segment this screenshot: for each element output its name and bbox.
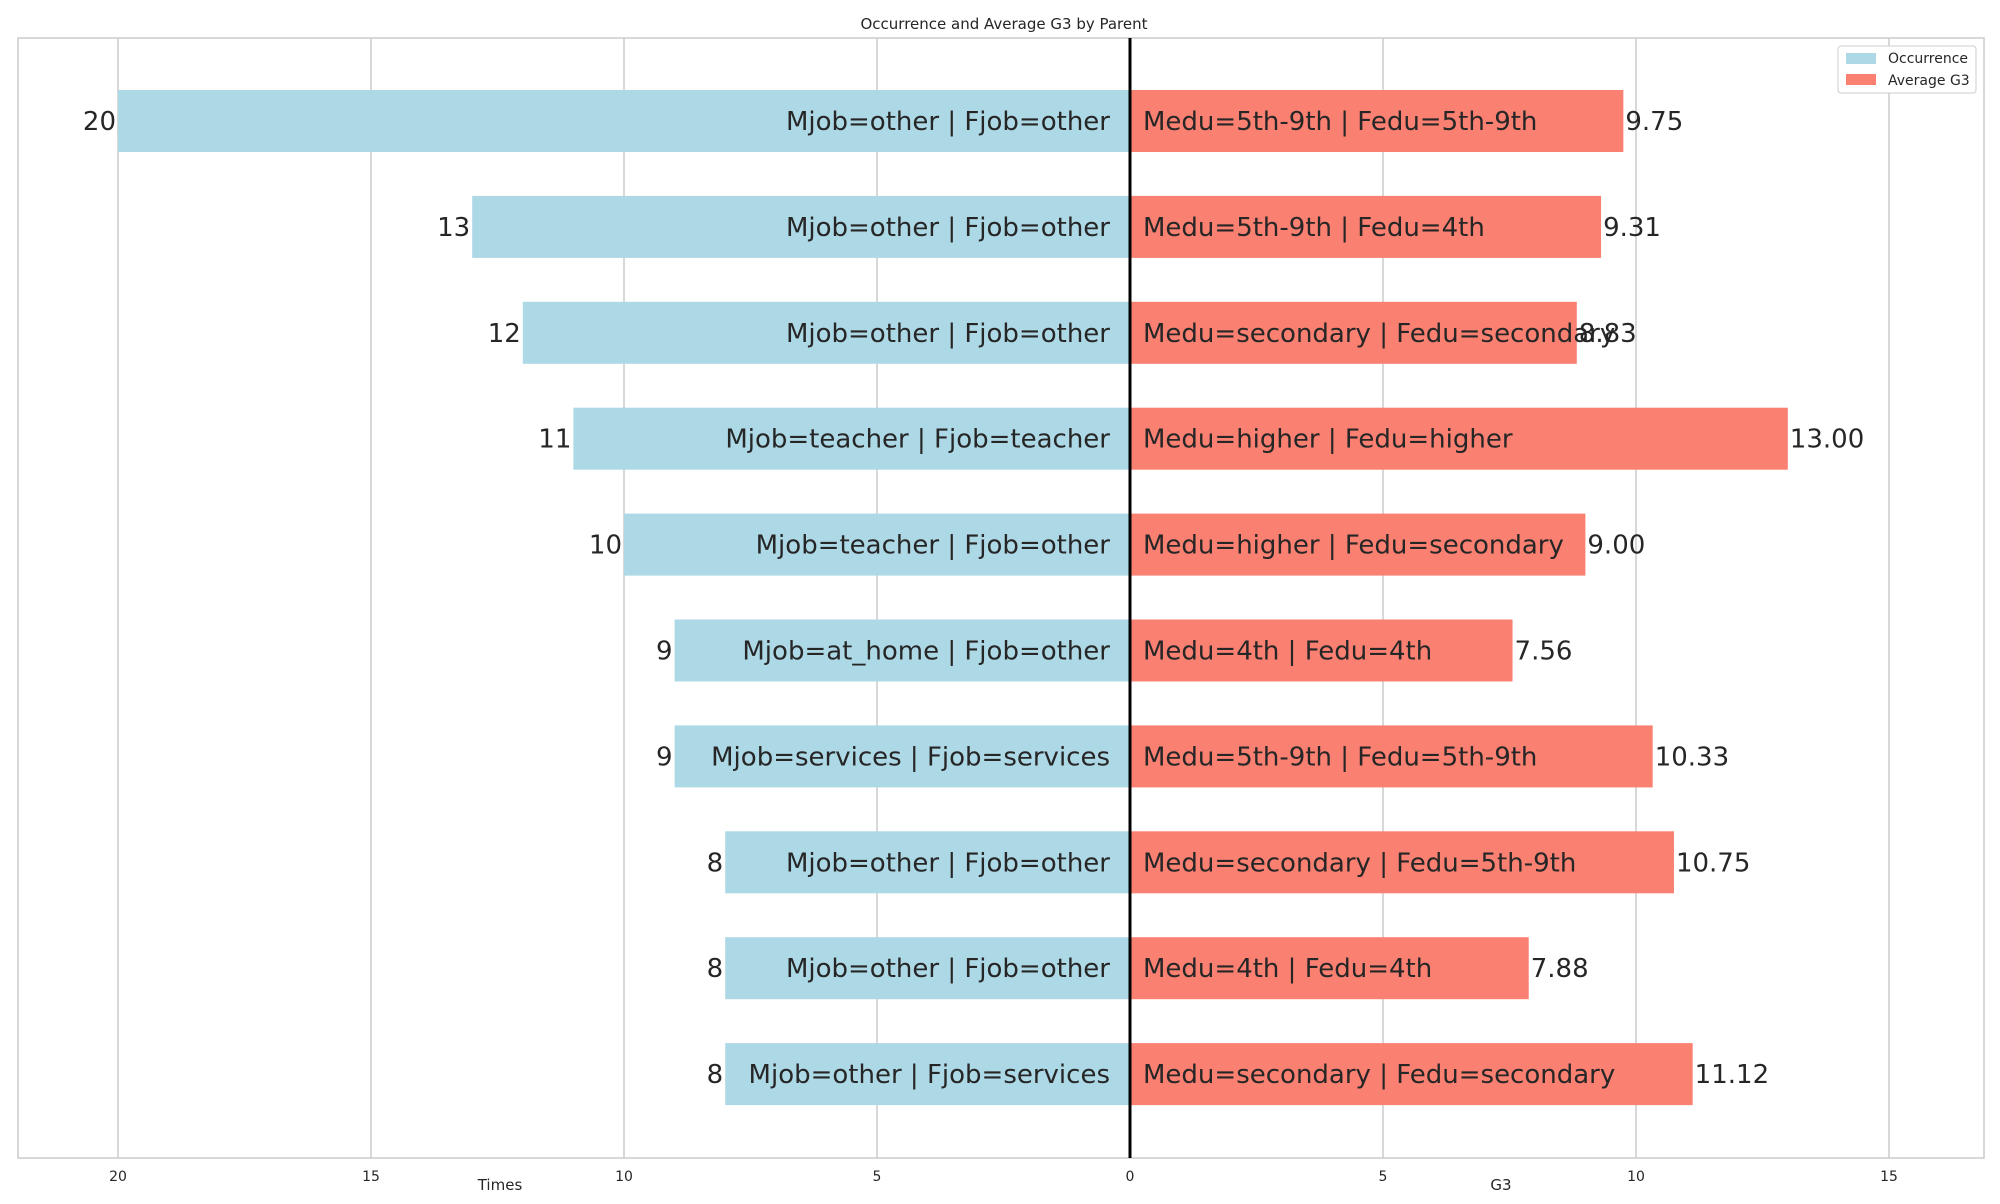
occurrence-category-label: Mjob=other | Fjob=other (786, 213, 1110, 243)
average-g3-category-label: Medu=5th-9th | Fedu=4th (1143, 213, 1485, 243)
occurrence-value-label: 9 (656, 742, 673, 772)
x-tick-label: 5 (1379, 1169, 1388, 1185)
average-g3-value-label: 10.33 (1655, 742, 1729, 772)
average-g3-bar (1130, 513, 1586, 576)
occurrence-category-label: Mjob=other | Fjob=services (749, 1060, 1110, 1090)
average-g3-category-label: Medu=5th-9th | Fedu=5th-9th (1143, 107, 1537, 137)
occurrence-bar (674, 725, 1130, 788)
average-g3-category-label: Medu=4th | Fedu=4th (1143, 954, 1432, 984)
legend-label-average-g3: Average G3 (1888, 73, 1970, 89)
occurrence-bar (472, 195, 1130, 258)
x-axis-label-left: Times (477, 1176, 523, 1194)
occurrence-value-label: 12 (488, 319, 521, 349)
occurrence-category-label: Mjob=other | Fjob=other (786, 319, 1110, 349)
occurrence-bar (573, 407, 1130, 470)
occurrence-value-label: 10 (589, 531, 622, 561)
occurrence-bar (118, 90, 1130, 152)
x-tick-labels: 20 15 10 5 0 5 10 15 (109, 1169, 1898, 1185)
occurrence-category-label: Mjob=at_home | Fjob=other (742, 637, 1110, 667)
average-g3-bar (1130, 831, 1674, 894)
occurrence-category-label: Mjob=teacher | Fjob=teacher (725, 425, 1110, 455)
average-g3-value-label: 9.75 (1625, 107, 1683, 137)
occurrence-bar (725, 1043, 1130, 1106)
average-g3-bar (1130, 407, 1788, 470)
occurrence-bar (674, 619, 1130, 682)
average-g3-value-label: 8.83 (1579, 319, 1637, 349)
legend: Occurrence Average G3 (1837, 45, 1977, 94)
occurrence-category-label: Mjob=services | Fjob=services (711, 742, 1110, 772)
occurrence-value-label: 20 (83, 107, 116, 137)
occurrence-bar (522, 301, 1130, 364)
average-g3-category-label: Medu=4th | Fedu=4th (1143, 637, 1432, 667)
occurrence-value-label: 11 (538, 425, 571, 455)
x-tick-label: 10 (615, 1169, 633, 1185)
occurrence-category-label: Mjob=other | Fjob=other (786, 848, 1110, 878)
average-g3-category-label: Medu=secondary | Fedu=secondary (1143, 1060, 1615, 1090)
occurrence-category-label: Mjob=other | Fjob=other (786, 107, 1110, 137)
average-g3-value-label: 9.31 (1603, 213, 1661, 243)
occurrence-bar (725, 937, 1130, 1000)
x-tick-label: 15 (362, 1169, 380, 1185)
occurrence-value-label: 8 (707, 1060, 724, 1090)
average-g3-bar (1130, 1043, 1693, 1106)
average-g3-category-label: Medu=higher | Fedu=secondary (1143, 531, 1564, 561)
x-axis-label-right: G3 (1490, 1176, 1511, 1194)
legend-swatch-average-g3 (1846, 74, 1876, 85)
average-g3-value-label: 10.75 (1676, 848, 1750, 878)
average-g3-bar (1130, 90, 1624, 152)
average-g3-value-label: 9.00 (1587, 531, 1645, 561)
average-g3-bar (1130, 195, 1602, 258)
occurrence-value-label: 13 (437, 213, 470, 243)
average-g3-bar (1130, 937, 1529, 1000)
average-g3-value-label: 7.56 (1515, 637, 1573, 667)
average-g3-category-label: Medu=secondary | Fedu=secondary (1143, 319, 1615, 349)
x-tick-label: 15 (1880, 1169, 1898, 1185)
average-g3-value-label: 7.88 (1531, 954, 1589, 984)
occurrence-category-label: Mjob=other | Fjob=other (786, 954, 1110, 984)
legend-label-occurrence: Occurrence (1888, 51, 1968, 67)
average-g3-bar (1130, 725, 1653, 788)
plot-frame (17, 37, 1985, 1159)
bars-layer: Mjob=other | Fjob=other 20 Mjob=other | Fj… (83, 90, 1864, 1106)
legend-swatch-occurrence (1846, 53, 1876, 64)
average-g3-bar (1130, 619, 1513, 682)
x-tick-label: 10 (1627, 1169, 1645, 1185)
chart-title: Occurrence and Average G3 by Parent (861, 15, 1148, 33)
average-g3-bar (1130, 301, 1577, 364)
x-tick-label: 5 (873, 1169, 882, 1185)
average-g3-category-label: Medu=higher | Fedu=higher (1143, 425, 1513, 455)
occurrence-category-label: Mjob=teacher | Fjob=other (756, 531, 1111, 561)
average-g3-category-label: Medu=5th-9th | Fedu=5th-9th (1143, 742, 1537, 772)
occurrence-bar (725, 831, 1130, 894)
x-tick-label: 20 (109, 1169, 127, 1185)
occurrence-value-label: 8 (707, 848, 724, 878)
x-tick-label: 0 (1126, 1169, 1135, 1185)
average-g3-value-label: 11.12 (1695, 1060, 1769, 1090)
occurrence-value-label: 8 (707, 954, 724, 984)
occurrence-bar (624, 513, 1130, 576)
average-g3-value-label: 13.00 (1790, 425, 1864, 455)
average-g3-category-label: Medu=secondary | Fedu=5th-9th (1143, 848, 1576, 878)
occurrence-value-label: 9 (656, 637, 673, 667)
